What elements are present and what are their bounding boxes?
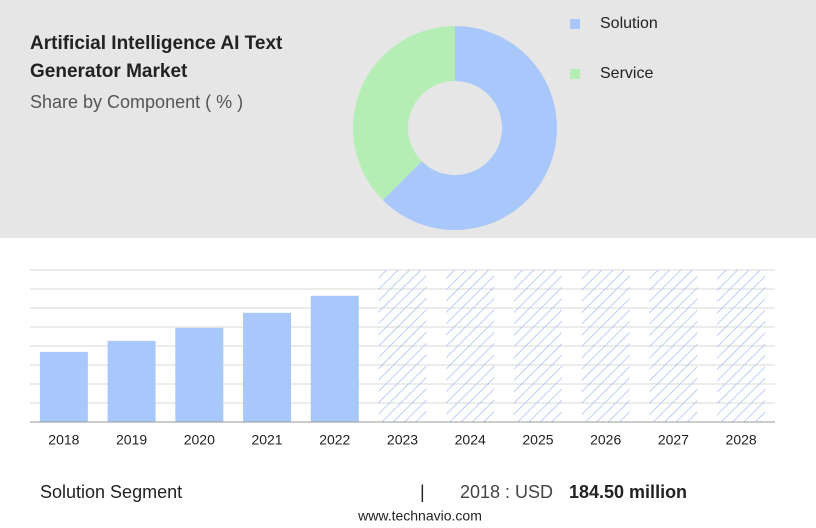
forecast-placeholder	[446, 270, 495, 422]
x-tick-label: 2026	[590, 432, 621, 448]
x-tick-label: 2025	[522, 432, 553, 448]
source: www.technavio.com	[357, 508, 482, 524]
bar	[175, 327, 224, 422]
forecast-placeholder	[378, 270, 427, 422]
legend-label: Service	[600, 65, 653, 82]
donut-slice	[353, 26, 455, 201]
x-tick-label: 2027	[658, 432, 689, 448]
bar	[243, 312, 292, 422]
forecast-placeholder	[649, 270, 698, 422]
value-text: 184.50 million	[569, 482, 687, 502]
x-tick-label: 2019	[116, 432, 147, 448]
bar	[107, 340, 156, 422]
x-tick-label: 2018	[48, 432, 79, 448]
x-tick-label: 2022	[319, 432, 350, 448]
legend-label: Solution	[600, 15, 658, 32]
forecast-placeholder	[513, 270, 562, 422]
x-tick-label: 2024	[455, 432, 486, 448]
donut-slice	[382, 26, 557, 230]
segment-label: Solution Segment	[40, 482, 182, 502]
x-tick-label: 2020	[184, 432, 215, 448]
x-tick-label: 2023	[387, 432, 418, 448]
bar	[310, 295, 359, 422]
forecast-placeholder	[717, 270, 766, 422]
x-tick-label: 2021	[251, 432, 282, 448]
chart-subtitle: Share by Component ( % )	[30, 92, 243, 112]
chart-title: Artificial Intelligence AI Text Generator…	[30, 33, 283, 82]
legend-swatch	[570, 19, 580, 29]
year-text: 2018 : USD	[460, 482, 553, 502]
x-tick-label: 2028	[726, 432, 757, 448]
legend-swatch	[570, 69, 580, 79]
bar	[39, 351, 88, 422]
separator: |	[420, 482, 425, 502]
forecast-placeholder	[581, 270, 630, 422]
